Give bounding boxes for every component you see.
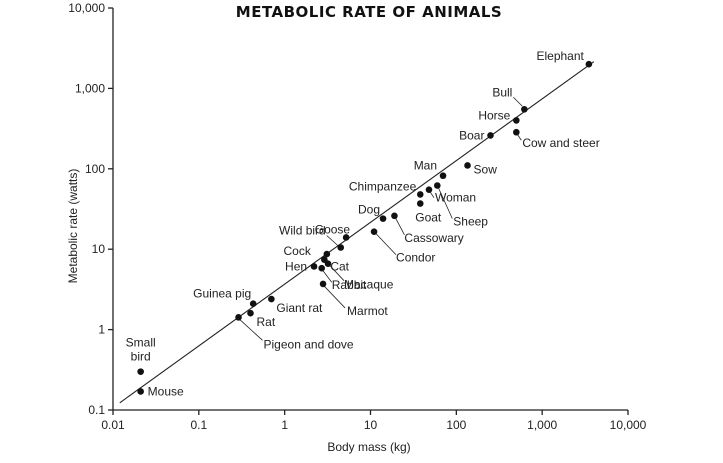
label-pigeon-and-dove: Pigeon and dove bbox=[264, 337, 354, 351]
label-macaque: Macaque bbox=[344, 278, 394, 292]
label-bull: Bull bbox=[492, 85, 512, 99]
x-tick-label: 10 bbox=[364, 418, 378, 432]
chart-title: METABOLIC RATE OF ANIMALS bbox=[236, 3, 502, 21]
point-bull bbox=[521, 105, 528, 113]
y-tick-label: 0.1 bbox=[88, 403, 105, 417]
leader-sheep bbox=[437, 187, 453, 219]
leader-pigeon-and-dove bbox=[239, 319, 263, 341]
y-tick-label: 100 bbox=[85, 162, 105, 176]
point-cock bbox=[323, 250, 331, 258]
leader-wild-bird bbox=[326, 235, 339, 246]
point-pigeon-and-dove bbox=[235, 314, 242, 321]
label-condor: Condor bbox=[396, 251, 435, 265]
point-marmot bbox=[319, 280, 327, 288]
regression-line bbox=[119, 61, 595, 404]
label-marmot: Marmot bbox=[347, 304, 388, 318]
label-guinea-pig: Guinea pig bbox=[193, 287, 251, 301]
label-cat: Cat bbox=[330, 260, 349, 274]
leader-cassowary bbox=[395, 217, 405, 236]
point-goat bbox=[416, 200, 424, 207]
x-tick-label: 1,000 bbox=[527, 418, 557, 432]
label-mouse: Mouse bbox=[148, 384, 184, 398]
point-condor bbox=[370, 228, 378, 236]
label-goose: Goose bbox=[315, 222, 351, 236]
label-wild-bird: Wild bird bbox=[279, 223, 326, 237]
point-dog bbox=[379, 215, 387, 222]
x-tick-label: 100 bbox=[446, 418, 466, 432]
label-goat: Goat bbox=[415, 211, 442, 225]
label-man: Man bbox=[414, 159, 437, 173]
point-boar bbox=[487, 132, 494, 139]
point-horse bbox=[513, 117, 520, 124]
y-tick-label: 10 bbox=[92, 242, 106, 256]
label-chimpanzee: Chimpanzee bbox=[349, 179, 417, 193]
x-tick-label: 1 bbox=[281, 418, 288, 432]
data-point-labels: Elephant Bull Horse Boar Cow and steer Man Sow… bbox=[126, 49, 600, 398]
label-dog: Dog bbox=[358, 203, 380, 217]
point-mouse bbox=[137, 388, 144, 395]
point-guinea-pig bbox=[249, 300, 257, 307]
point-chimpanzee bbox=[416, 191, 424, 198]
label-hen: Hen bbox=[285, 259, 307, 273]
label-woman: Woman bbox=[435, 191, 476, 205]
leader-woman bbox=[429, 191, 435, 198]
label-horse: Horse bbox=[478, 108, 510, 122]
leader-bull bbox=[513, 96, 523, 107]
point-rat bbox=[247, 309, 254, 317]
label-cassowary: Cassowary bbox=[404, 231, 463, 245]
label-boar: Boar bbox=[459, 128, 484, 142]
point-elephant bbox=[585, 60, 593, 68]
point-goose bbox=[342, 234, 350, 241]
point-rabbit bbox=[318, 264, 325, 272]
point-hen bbox=[310, 263, 318, 270]
point-giant-rat bbox=[268, 295, 275, 303]
axis-ticks: 0.01 0.1 1 10 100 1,000 10,0000.11101001,00010… bbox=[68, 1, 646, 432]
y-tick-label: 1,000 bbox=[75, 81, 105, 95]
label-rabbit: Rabbit bbox=[332, 278, 367, 292]
y-axis-label: Metabolic rate (watts) bbox=[66, 169, 80, 284]
label-sow: Sow bbox=[474, 162, 498, 176]
label-small-bird: Small bird bbox=[126, 336, 156, 364]
leader-rabbit bbox=[322, 269, 333, 283]
x-tick-label: 0.1 bbox=[190, 418, 207, 432]
label-cow-and-steer: Cow and steer bbox=[522, 136, 599, 150]
point-wild-bird bbox=[337, 244, 345, 251]
label-sheep: Sheep bbox=[453, 214, 488, 228]
leader-marmot bbox=[323, 285, 346, 309]
label-leader-lines bbox=[239, 96, 523, 341]
leader-condor bbox=[375, 233, 397, 255]
label-rat: Rat bbox=[257, 315, 276, 329]
y-tick-label: 1 bbox=[98, 323, 105, 337]
point-man bbox=[439, 172, 447, 180]
point-small-bird bbox=[137, 368, 144, 375]
x-tick-label: 0.01 bbox=[101, 418, 125, 432]
point-cow-and-steer bbox=[513, 128, 520, 136]
leader-macaque bbox=[328, 264, 345, 281]
point-cassowary bbox=[391, 212, 398, 220]
label-giant-rat: Giant rat bbox=[276, 301, 323, 315]
point-cat bbox=[321, 256, 328, 264]
leader-cow-and-steer bbox=[516, 134, 522, 141]
x-axis-label: Body mass (kg) bbox=[327, 440, 410, 454]
point-sow bbox=[464, 162, 471, 169]
label-elephant: Elephant bbox=[536, 49, 584, 63]
point-woman bbox=[425, 186, 433, 193]
data-points bbox=[137, 60, 593, 395]
x-tick-label: 10,000 bbox=[610, 418, 647, 432]
y-tick-label: 10,000 bbox=[68, 1, 105, 15]
point-sheep bbox=[433, 182, 441, 189]
label-cock: Cock bbox=[283, 244, 311, 258]
